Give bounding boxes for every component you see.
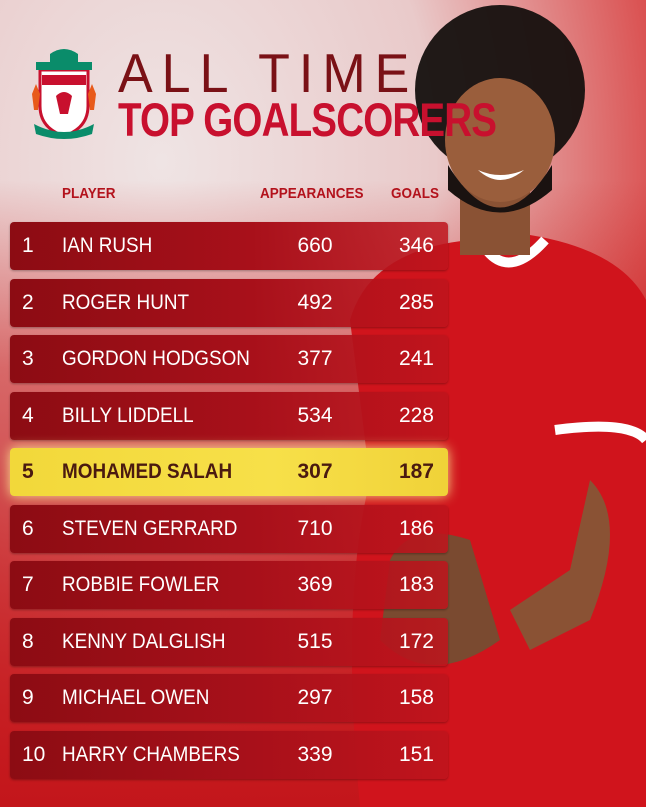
player-name-cell: STEVEN GERRARD	[62, 516, 238, 540]
player-name-cell: IAN RUSH	[62, 234, 153, 257]
appearances-cell: 369	[297, 573, 333, 596]
goals-cell: 186	[398, 516, 434, 540]
goals-cell: 158	[398, 686, 434, 709]
player-name-cell: BILLY LIDDELL	[62, 403, 194, 427]
appearances-cell: 534	[297, 403, 333, 427]
table-row: 7 ROBBIE FOWLER 369 183	[10, 561, 448, 609]
goals-cell: 241	[398, 347, 434, 370]
rank-cell: 10	[22, 742, 46, 766]
column-header-appearances: APPEARANCES	[260, 185, 364, 202]
goals-cell: 172	[398, 629, 434, 653]
table-row: 9 MICHAEL OWEN 297 158	[10, 674, 448, 722]
table-row: 2 ROGER HUNT 492 285	[10, 278, 448, 327]
rank-cell: 6	[22, 516, 34, 540]
goals-cell: 183	[398, 573, 434, 596]
appearances-cell: 377	[297, 347, 333, 370]
rank-cell: 8	[22, 629, 34, 653]
appearances-cell: 660	[297, 234, 333, 257]
appearances-cell: 339	[297, 742, 333, 766]
title-line-2: TOP GOALSCORERS	[118, 93, 497, 146]
table-row: 3 GORDON HODGSON 377 241	[10, 335, 448, 383]
rank-cell: 5	[22, 460, 34, 483]
player-name-cell: ROGER HUNT	[62, 290, 190, 314]
table-row: 10 HARRY CHAMBERS 339 151	[10, 730, 448, 779]
player-name-cell: HARRY CHAMBERS	[62, 742, 240, 766]
goals-cell: 151	[398, 742, 434, 766]
goals-cell: 346	[398, 234, 434, 257]
appearances-cell: 492	[297, 290, 333, 314]
rank-cell: 4	[22, 403, 34, 427]
table-row: 4 BILLY LIDDELL 534 228	[10, 391, 448, 440]
player-name-cell: KENNY DALGLISH	[62, 629, 226, 653]
appearances-cell: 710	[297, 516, 333, 540]
rank-cell: 9	[22, 686, 34, 709]
rank-cell: 3	[22, 347, 34, 370]
column-header-goals: GOALS	[391, 185, 440, 202]
appearances-cell: 297	[297, 686, 333, 709]
player-name-cell: GORDON HODGSON	[62, 347, 250, 370]
player-name-cell: ROBBIE FOWLER	[62, 573, 220, 596]
table-row: 1 IAN RUSH 660 346	[10, 222, 448, 270]
goals-cell: 228	[398, 403, 434, 427]
table-row: 8 KENNY DALGLISH 515 172	[10, 617, 448, 666]
appearances-cell: 515	[297, 629, 333, 653]
table-row-highlighted: 5 MOHAMED SALAH 307 187	[10, 448, 448, 496]
table-row: 6 STEVEN GERRARD 710 186	[10, 504, 448, 553]
player-name-cell: MICHAEL OWEN	[62, 686, 210, 709]
liverpool-crest-logo	[32, 49, 96, 139]
appearances-cell: 307	[297, 460, 333, 483]
goals-cell: 187	[398, 460, 434, 483]
rank-cell: 1	[22, 234, 34, 257]
column-header-player: PLAYER	[62, 185, 116, 202]
goals-cell: 285	[398, 290, 434, 314]
rank-cell: 7	[22, 573, 34, 596]
player-name-cell: MOHAMED SALAH	[62, 460, 233, 483]
rank-cell: 2	[22, 290, 34, 314]
title-line-1: ALL TIME	[118, 43, 419, 105]
